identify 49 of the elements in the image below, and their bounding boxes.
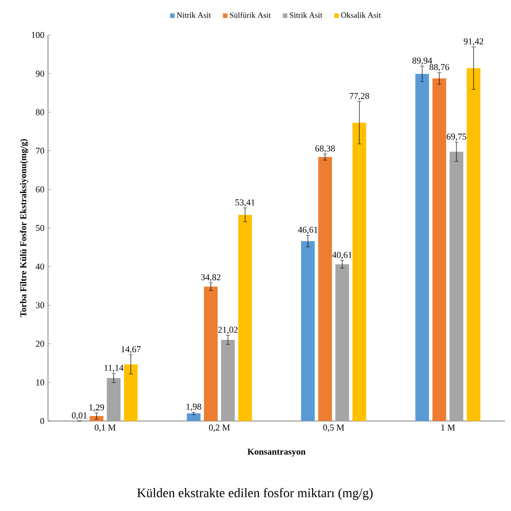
- bar: [124, 364, 138, 421]
- x-tick-label: 1 M: [441, 424, 455, 430]
- data-label: 69,75: [446, 134, 466, 141]
- data-label: 88,76: [430, 64, 450, 72]
- bar: [466, 68, 480, 421]
- data-label: 68,38: [315, 145, 335, 153]
- bar: [90, 416, 104, 421]
- data-label: 21,02: [218, 326, 238, 334]
- y-tick-label: 0: [40, 418, 44, 424]
- y-tick-label: 40: [36, 264, 44, 270]
- bar: [450, 152, 464, 421]
- y-tick-label: 10: [36, 379, 44, 386]
- y-tick-label: 70: [36, 148, 44, 154]
- y-tick-label: 80: [36, 109, 44, 116]
- bar: [238, 214, 252, 421]
- x-tick-label: 0,5 M: [323, 424, 344, 432]
- text: Külden ekstrakte edilen fosfor miktarı (mg/g): [137, 488, 373, 500]
- data-label: 89,94: [412, 58, 432, 65]
- data-label: 11,14: [104, 364, 124, 372]
- y-tick-label: 30: [36, 302, 44, 308]
- data-label: 0,01: [72, 412, 87, 420]
- data-label: 1,98: [186, 404, 202, 411]
- y-tick-label: 60: [36, 186, 44, 192]
- bar: [301, 241, 315, 421]
- data-label: 53,41: [236, 199, 255, 207]
- data-label: 34,82: [201, 274, 220, 282]
- data-label: 14,67: [122, 346, 141, 354]
- x-tick-label: 0,1 M: [94, 424, 116, 432]
- bar: [335, 264, 350, 421]
- bar: [432, 78, 446, 421]
- data-label: 46,61: [298, 226, 318, 234]
- data-label: 40,61: [332, 252, 352, 260]
- y-tick-label: 20: [36, 340, 44, 347]
- bar: [204, 286, 218, 421]
- y-axis-title: Torba Filtre Külü Fosfor Ekstraksiyonu(mg/g): [20, 139, 28, 318]
- x-axis-title: Konsantrasyon: [248, 448, 306, 457]
- bar: [415, 74, 430, 421]
- y-tick-label: 90: [36, 70, 44, 77]
- data-label: 77,28: [350, 92, 370, 100]
- y-tick-label: 50: [36, 224, 44, 232]
- bar: [221, 340, 235, 421]
- data-label: 91,42: [464, 38, 484, 46]
- bar: [318, 157, 332, 421]
- bar: [352, 122, 366, 421]
- x-tick-label: 0,2 M: [209, 424, 230, 432]
- bar: [106, 378, 121, 421]
- bar: [186, 413, 201, 421]
- data-label: 1,29: [89, 404, 104, 412]
- y-tick-label: 100: [32, 32, 44, 38]
